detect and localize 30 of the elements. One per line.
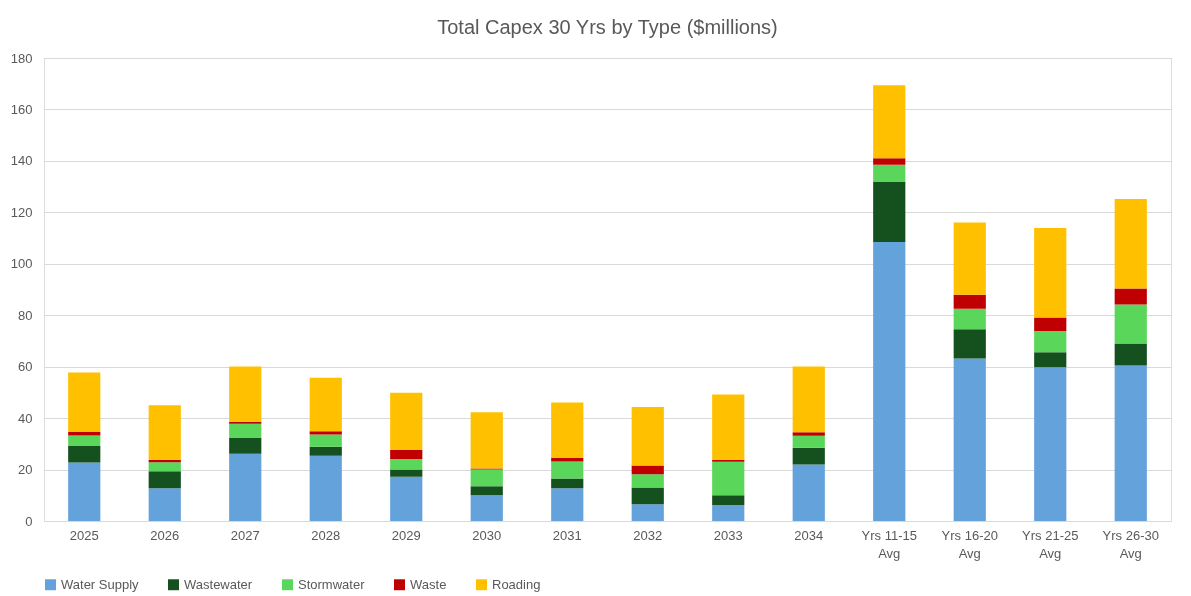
- legend-label: Stormwater: [298, 576, 366, 592]
- y-tick-label: 20: [18, 462, 33, 478]
- x-tick-label: 2032: [633, 527, 663, 543]
- x-tick-label: 2034: [794, 527, 824, 543]
- x-tick-label: 2028: [311, 527, 341, 543]
- x-tick-label: Yrs 26-30 Avg: [1102, 527, 1159, 561]
- x-tick-label: Yrs 16-20 Avg: [941, 527, 998, 561]
- y-tick-label: 140: [10, 153, 33, 169]
- x-tick-label: Yrs 21-25 Avg: [1022, 527, 1079, 561]
- y-tick-label: 0: [25, 513, 33, 529]
- x-tick-label: 2030: [472, 527, 502, 543]
- legend-label: Water Supply: [61, 576, 140, 592]
- x-tick-label: 2025: [69, 527, 99, 543]
- y-tick-label: 120: [10, 204, 33, 220]
- x-tick-label: 2029: [391, 527, 421, 543]
- y-tick-label: 80: [18, 307, 33, 323]
- legend-label: Wastewater: [184, 576, 253, 592]
- y-tick-label: 160: [10, 101, 33, 117]
- y-tick-label: 100: [10, 256, 33, 272]
- legend-label: Roading: [492, 576, 541, 592]
- y-tick-label: 60: [18, 359, 33, 375]
- x-tick-label: 2031: [552, 527, 582, 543]
- x-tick-label: 2026: [150, 527, 180, 543]
- x-tick-label: 2033: [713, 527, 743, 543]
- x-tick-label: 2027: [230, 527, 260, 543]
- y-tick-label: 180: [10, 50, 33, 66]
- x-tick-label: Yrs 11-15 Avg: [861, 527, 917, 561]
- y-tick-label: 40: [18, 410, 33, 426]
- chart-title: Total Capex 30 Yrs by Type ($millions): [437, 16, 778, 38]
- legend-label: Waste: [410, 576, 447, 592]
